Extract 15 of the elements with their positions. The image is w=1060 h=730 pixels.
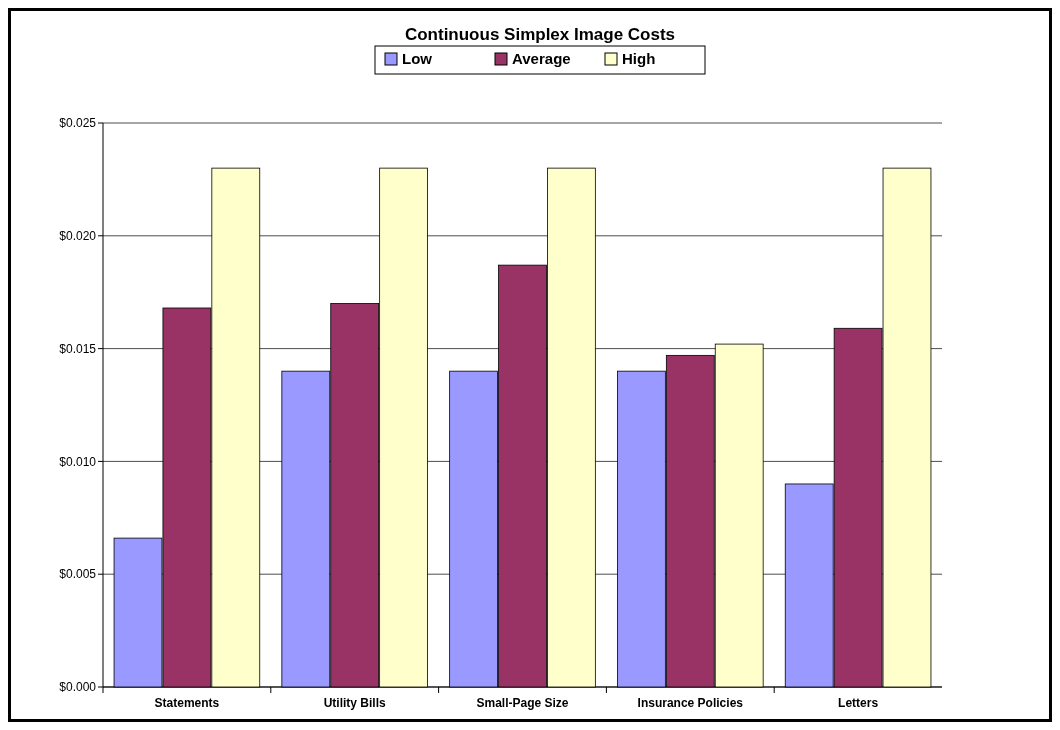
x-tick-label: Statements <box>154 696 220 710</box>
x-tick-label: Insurance Policies <box>637 696 744 710</box>
y-tick-label: $0.025 <box>59 116 97 131</box>
y-tick-label: $0.020 <box>59 229 97 243</box>
y-tick-label: $0.010 <box>59 454 97 469</box>
x-tick-label: Small-Page Size <box>476 696 569 710</box>
legend-label: Average <box>512 50 571 67</box>
x-tick-label: Letters <box>838 696 879 710</box>
legend-label: High <box>622 50 656 67</box>
x-tick-label: Utility Bills <box>323 696 387 710</box>
legend-label: Low <box>402 50 433 67</box>
y-tick-label: $0.015 <box>59 341 97 356</box>
y-tick-label: $0.000 <box>59 680 97 695</box>
chart-title: Continuous Simplex Image Costs <box>404 25 676 44</box>
y-tick-label: $0.005 <box>59 567 97 582</box>
